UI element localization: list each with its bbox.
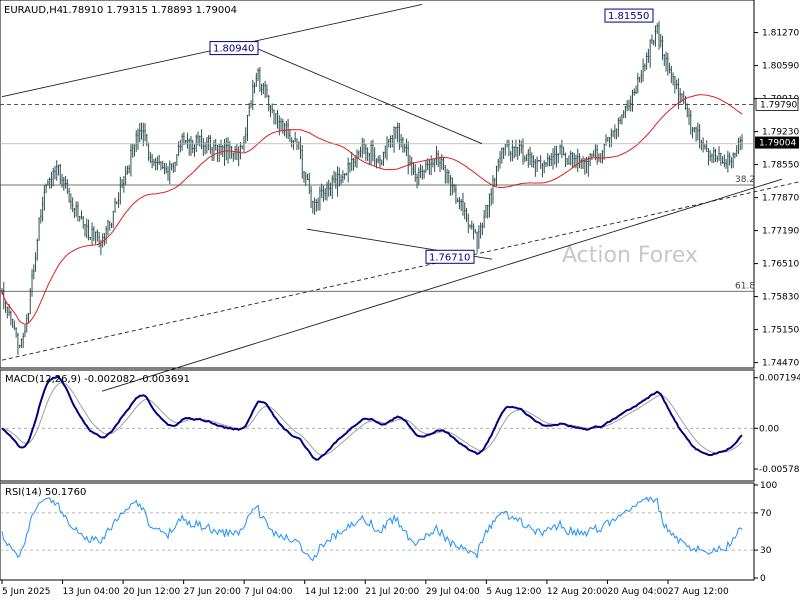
macd-signal-line: [1, 382, 743, 456]
price-axis-label: 1.76510: [762, 260, 799, 270]
fib-level-label: 38.2: [735, 175, 755, 185]
annotation-box: [604, 8, 654, 23]
rsi-panel: [0, 482, 755, 581]
price-axis-label: 1.78550: [762, 161, 799, 171]
current-price-tag: [755, 136, 799, 149]
trendline-down: [256, 48, 483, 145]
annotation-label: 1.76710: [429, 252, 470, 263]
price-axis-label: 1.81270: [762, 29, 799, 39]
time-axis-label: 5 Aug 12:00: [486, 587, 541, 597]
price-axis-label: 1.74470: [762, 359, 799, 369]
price-plot: 38.2 61.8 1.80940 1.81550 1.76710: [0, 3, 800, 392]
rsi-line: [1, 496, 743, 562]
rsi-axis-label: 0: [760, 574, 766, 584]
fib-level-label: 61.8: [735, 281, 755, 291]
price-axis-label: 1.75830: [762, 293, 799, 303]
annotation-box: [425, 249, 475, 264]
time-axis-label: 14 Jul 12:00: [305, 587, 359, 597]
price-axis-label: 1.77190: [762, 227, 799, 237]
rsi-plot: [0, 496, 754, 562]
price-axis-label: 1.75150: [762, 326, 799, 336]
macd-axis-label: 0.00: [759, 424, 779, 434]
annotation-label: 1.80940: [213, 44, 254, 55]
time-axis-label: 20 Jun 12:00: [123, 587, 180, 597]
time-axis-label: 7 Jul 04:00: [244, 587, 293, 597]
time-axis-label: 5 Jun 2025: [2, 587, 50, 597]
annotation-box: [209, 41, 259, 56]
channel-lower-line: [101, 178, 783, 392]
current-price-tag-label: 1.79004: [759, 139, 796, 149]
macd-axis-label: -0.005784: [759, 465, 800, 475]
ohlc-readout: 1.78910 1.79315 1.78893 1.79004: [62, 5, 237, 16]
rsi-label: RSI(14) 50.1760: [5, 487, 86, 498]
macd-label: MACD(12,26,9) -0.002082 -0.003691: [5, 374, 190, 385]
resistance-tag-label: 1.79790: [760, 100, 797, 110]
symbol-label: EURAUD,H4: [4, 5, 63, 16]
channel-median-line: [1, 181, 800, 361]
time-axis-label: 27 Jun 20:00: [184, 587, 241, 597]
time-axis-label: 13 Jun 04:00: [63, 587, 120, 597]
macd-axis-label: 0.007194: [759, 374, 800, 384]
moving-average-line: [1, 94, 743, 325]
price-axis-label: 1.77870: [762, 194, 799, 204]
time-axis-label: 12 Aug 20:00: [547, 587, 608, 597]
resistance-tag: [755, 98, 799, 111]
time-axis-label: 21 Jul 20:00: [365, 587, 419, 597]
macd-plot: [0, 376, 754, 461]
time-axis-label: 27 Aug 12:00: [668, 587, 729, 597]
annotation-label: 1.81550: [608, 11, 649, 22]
time-axis-label: 29 Jul 04:00: [426, 587, 480, 597]
price-axis-label: 1.80590: [762, 62, 799, 72]
rsi-axis-label: 70: [760, 509, 772, 519]
time-axis-label: 20 Aug 04:00: [607, 587, 668, 597]
rsi-axis-label: 30: [760, 546, 772, 556]
rsi-axis-label: 100: [760, 481, 777, 491]
price-panel: [0, 0, 755, 369]
axes: 1.812701.805901.799101.792301.785501.778…: [1, 29, 800, 597]
watermark: Action Forex: [562, 243, 698, 268]
price-axis-label: 1.79230: [762, 128, 799, 138]
macd-panel: [0, 369, 755, 482]
macd-main-line: [1, 376, 743, 461]
